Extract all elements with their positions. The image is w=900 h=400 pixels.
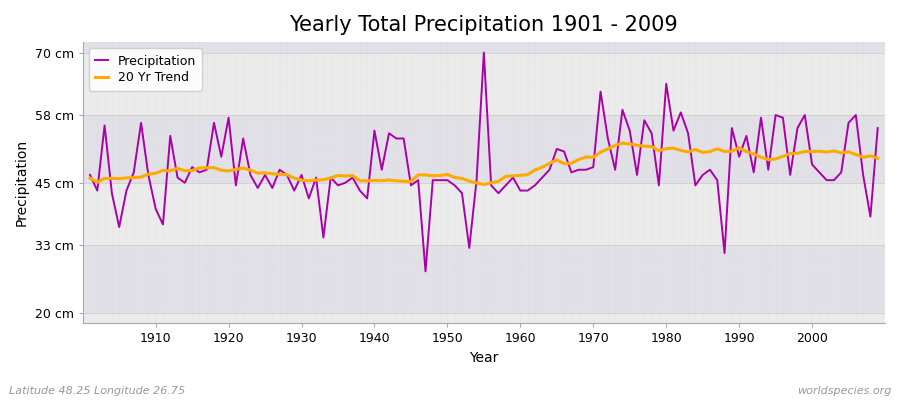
20 Yr Trend bbox=[872, 156, 883, 161]
20 Yr Trend bbox=[143, 172, 154, 176]
Bar bbox=[83, 313, 885, 324]
Precipitation bbox=[872, 126, 883, 130]
20 Yr Trend bbox=[617, 141, 628, 146]
Line: 20 Yr Trend: 20 Yr Trend bbox=[90, 143, 878, 184]
Precipitation bbox=[347, 175, 358, 180]
Text: worldspecies.org: worldspecies.org bbox=[796, 386, 891, 396]
Bar bbox=[83, 115, 885, 183]
Precipitation bbox=[529, 183, 540, 188]
Bar bbox=[83, 183, 885, 245]
20 Yr Trend bbox=[85, 176, 95, 180]
20 Yr Trend bbox=[347, 173, 358, 178]
Y-axis label: Precipitation: Precipitation bbox=[15, 139, 29, 226]
20 Yr Trend bbox=[522, 172, 533, 177]
Bar bbox=[83, 52, 885, 115]
Line: Precipitation: Precipitation bbox=[90, 52, 878, 271]
Precipitation bbox=[143, 172, 154, 177]
20 Yr Trend bbox=[515, 173, 526, 178]
Text: Latitude 48.25 Longitude 26.75: Latitude 48.25 Longitude 26.75 bbox=[9, 386, 185, 396]
Precipitation bbox=[617, 108, 628, 112]
Bar bbox=[83, 42, 885, 52]
Legend: Precipitation, 20 Yr Trend: Precipitation, 20 Yr Trend bbox=[89, 48, 202, 91]
Precipitation bbox=[420, 269, 431, 274]
20 Yr Trend bbox=[609, 143, 620, 148]
Title: Yearly Total Precipitation 1901 - 2009: Yearly Total Precipitation 1901 - 2009 bbox=[290, 15, 679, 35]
Precipitation bbox=[522, 188, 533, 193]
Precipitation bbox=[303, 196, 314, 201]
Bar bbox=[83, 245, 885, 313]
Precipitation bbox=[85, 172, 95, 177]
20 Yr Trend bbox=[303, 178, 314, 183]
20 Yr Trend bbox=[479, 182, 490, 187]
X-axis label: Year: Year bbox=[469, 351, 499, 365]
Precipitation bbox=[479, 50, 490, 55]
